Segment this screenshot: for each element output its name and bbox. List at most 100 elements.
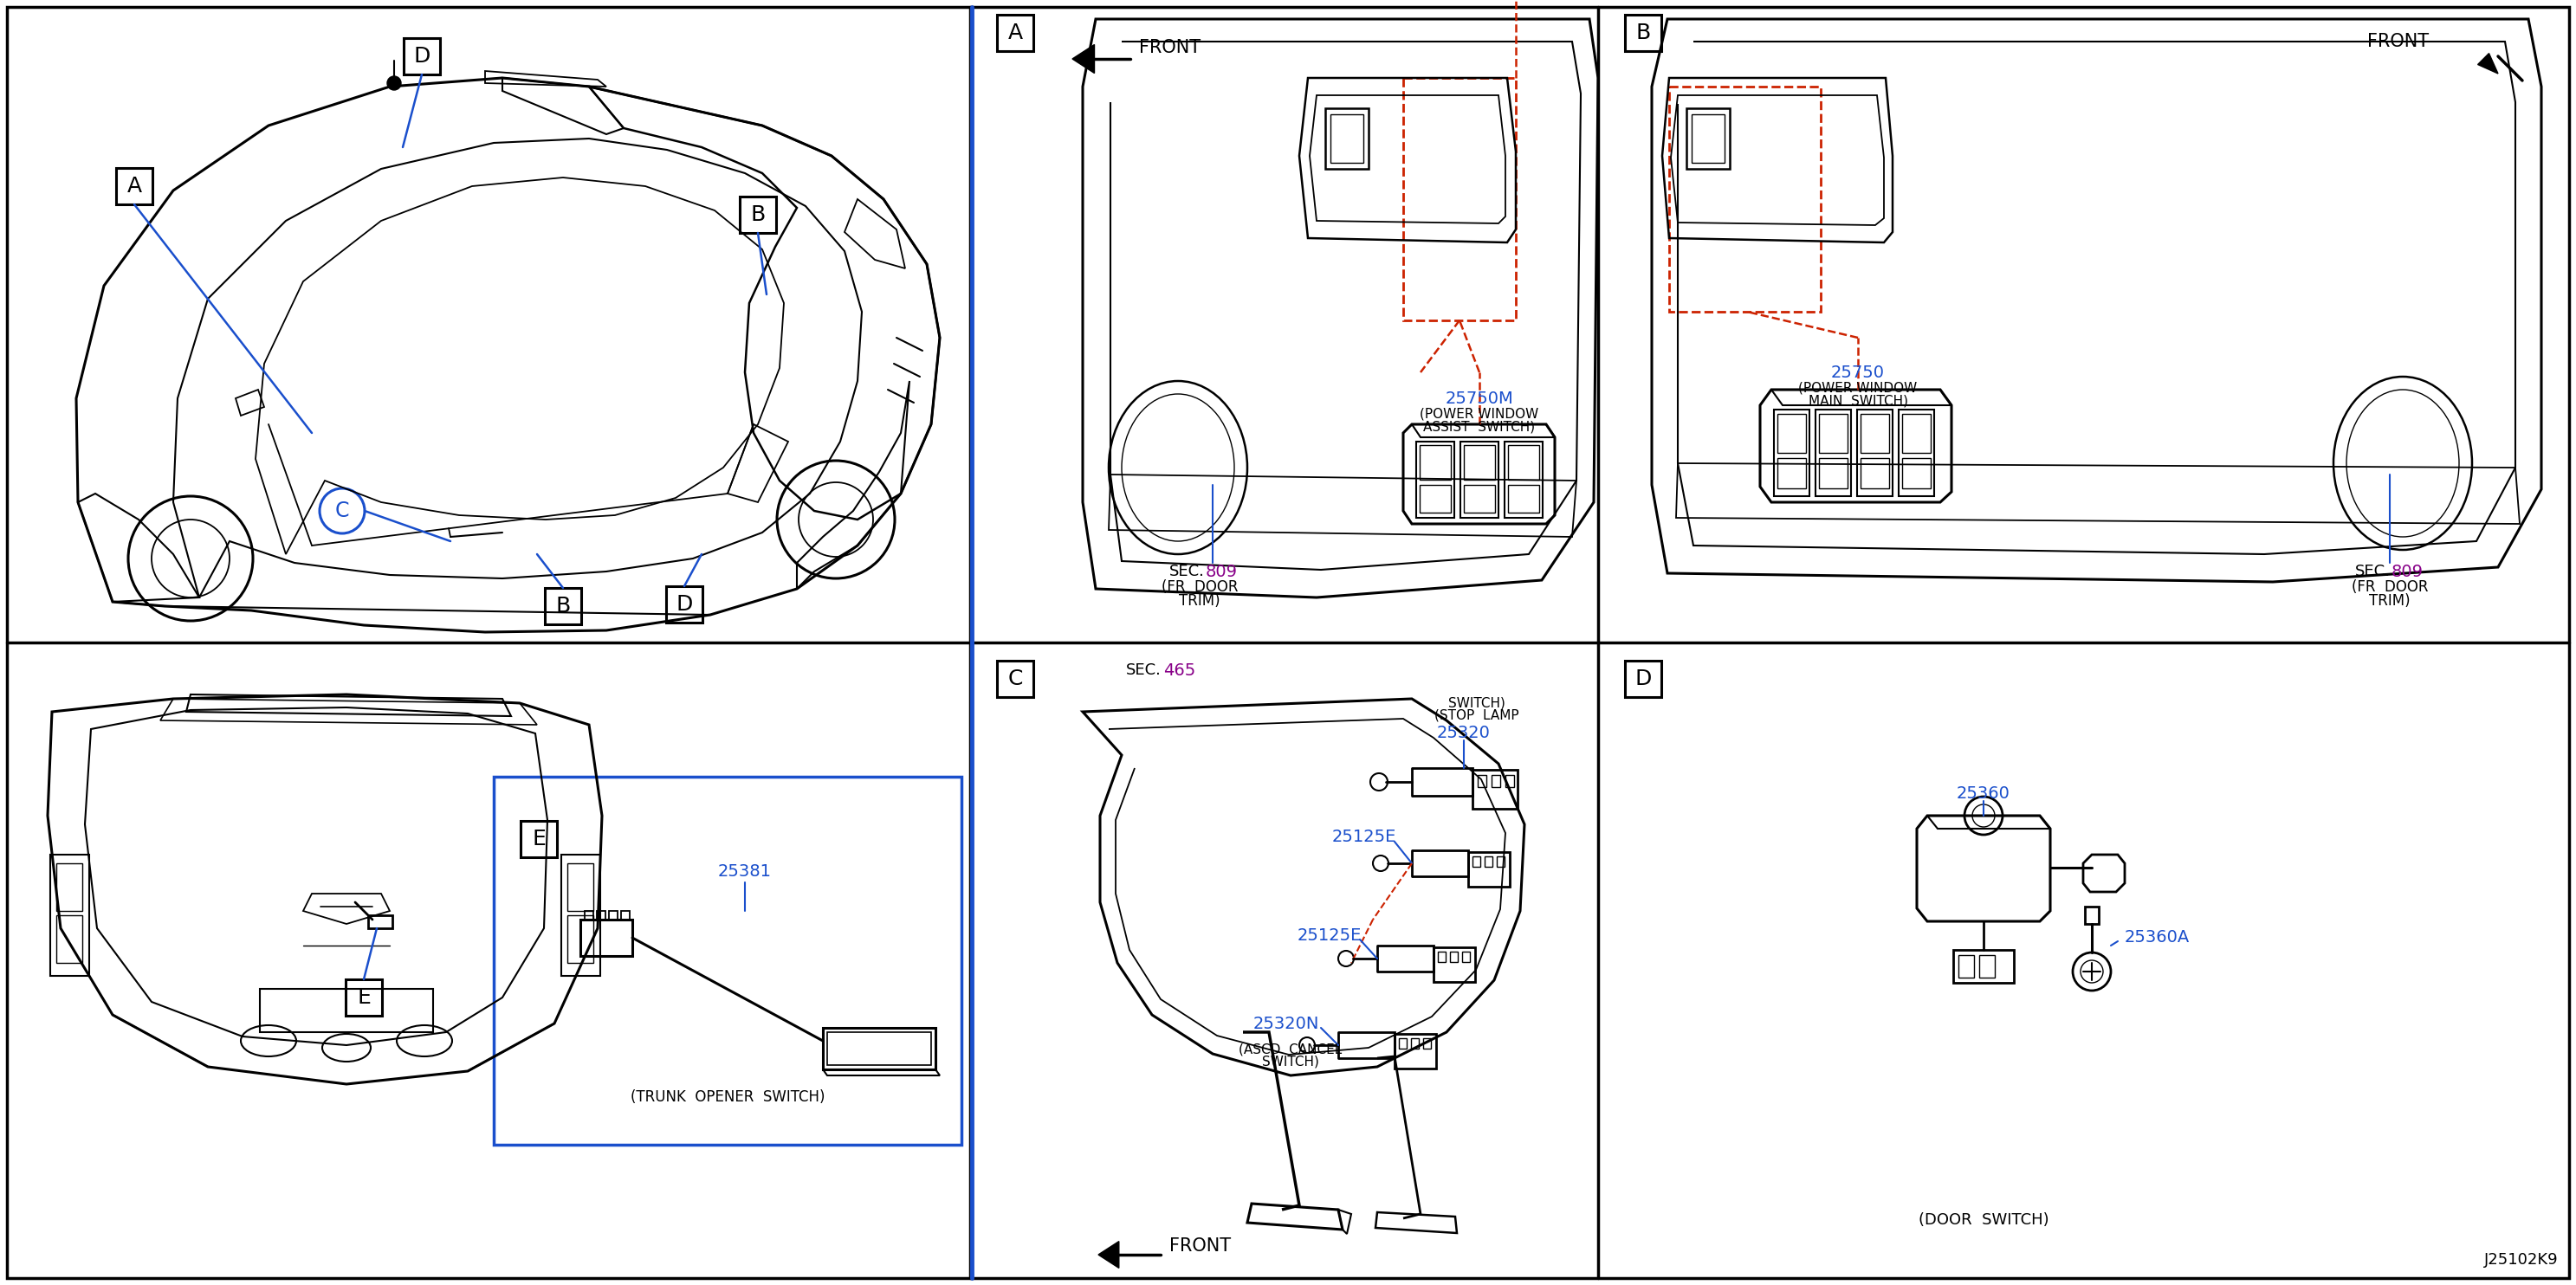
Text: FRONT: FRONT (2367, 33, 2429, 50)
Text: (TRUNK  OPENER  SWITCH): (TRUNK OPENER SWITCH) (631, 1090, 824, 1105)
Polygon shape (2478, 54, 2499, 73)
Bar (1819, 414, 1847, 452)
Bar (1484, 856, 1492, 867)
Bar (997, 14, 1033, 51)
Bar (404, 39, 440, 75)
Bar (52, 855, 90, 975)
Bar (1507, 445, 1540, 479)
Bar (1492, 775, 1499, 788)
Text: (STOP  LAMP: (STOP LAMP (1435, 709, 1520, 722)
Bar (1417, 442, 1455, 518)
Text: 25750M: 25750M (1445, 391, 1515, 406)
Bar (1625, 14, 1662, 51)
Text: 25750: 25750 (1832, 364, 1886, 380)
Text: (FR  DOOR: (FR DOOR (1162, 580, 1239, 595)
Text: SEC.: SEC. (2354, 564, 2391, 580)
Bar (562, 855, 600, 975)
Polygon shape (1097, 1241, 1118, 1268)
Text: 25320N: 25320N (1252, 1015, 1319, 1032)
Text: SEC.: SEC. (1170, 564, 1206, 580)
Text: 25320: 25320 (1437, 725, 1492, 741)
Bar (1625, 660, 1662, 696)
Text: B: B (1636, 23, 1651, 44)
Bar (1901, 457, 1929, 488)
Text: MAIN  SWITCH): MAIN SWITCH) (1808, 394, 1909, 407)
Bar (1463, 484, 1494, 513)
Circle shape (386, 76, 402, 90)
Bar (260, 989, 433, 1032)
Text: E: E (358, 987, 371, 1007)
Text: C: C (335, 500, 350, 522)
Bar (1479, 775, 1486, 788)
Text: B: B (556, 596, 569, 617)
Text: FRONT: FRONT (1170, 1237, 1231, 1254)
Bar (1687, 108, 1728, 168)
Bar (1978, 955, 1994, 978)
Bar (997, 660, 1033, 696)
Text: B: B (750, 204, 765, 225)
Text: D: D (1636, 668, 1651, 689)
Bar (1958, 955, 1973, 978)
Text: 25125E: 25125E (1298, 926, 1363, 943)
Bar (1329, 114, 1363, 163)
Bar (1504, 442, 1543, 518)
Bar (544, 589, 582, 625)
Text: (POWER WINDOW: (POWER WINDOW (1419, 407, 1538, 420)
Text: A: A (126, 176, 142, 197)
Bar (1463, 445, 1494, 479)
Bar (1777, 457, 1806, 488)
Bar (57, 864, 82, 911)
Bar (116, 168, 152, 204)
Text: 25381: 25381 (719, 864, 773, 880)
Bar (567, 864, 592, 911)
Text: (ASCD  CANCEL: (ASCD CANCEL (1239, 1043, 1342, 1056)
Text: FRONT: FRONT (1139, 39, 1200, 57)
Text: (POWER WINDOW: (POWER WINDOW (1798, 382, 1917, 394)
Bar (1473, 856, 1481, 867)
Text: D: D (675, 594, 693, 614)
Bar (1860, 457, 1888, 488)
Text: A: A (1007, 23, 1023, 44)
Bar (739, 197, 775, 233)
Bar (1324, 108, 1368, 168)
Text: C: C (1007, 668, 1023, 689)
Bar (1422, 1038, 1430, 1049)
Bar (580, 920, 631, 956)
Bar (1953, 950, 2014, 983)
Bar (1399, 1038, 1406, 1049)
Bar (1775, 410, 1808, 496)
Bar (520, 821, 556, 857)
Bar (1394, 1034, 1435, 1069)
Bar (1432, 947, 1476, 982)
Text: ASSIST  SWITCH): ASSIST SWITCH) (1425, 420, 1535, 433)
Bar (1507, 484, 1540, 513)
Bar (1819, 457, 1847, 488)
Bar (1419, 445, 1450, 479)
Bar (1901, 414, 1929, 452)
Bar (1816, 410, 1852, 496)
Text: E: E (531, 829, 546, 849)
Bar (1463, 952, 1471, 962)
Bar (345, 979, 381, 1015)
Bar (598, 911, 605, 920)
Text: (FR  DOOR: (FR DOOR (2352, 580, 2429, 595)
Text: 25360A: 25360A (2125, 929, 2190, 946)
Bar (1468, 852, 1510, 887)
Bar (1404, 78, 1515, 320)
Bar (1860, 414, 1888, 452)
Bar (1437, 952, 1445, 962)
Bar (1461, 442, 1499, 518)
Bar (608, 911, 618, 920)
Bar (1473, 770, 1517, 808)
Bar (1857, 410, 1893, 496)
Text: SWITCH): SWITCH) (1448, 696, 1504, 709)
Bar (1899, 410, 1935, 496)
Polygon shape (1072, 45, 1095, 73)
Bar (1504, 775, 1515, 788)
Bar (1669, 86, 1821, 312)
Text: D: D (412, 46, 430, 67)
Bar (822, 1028, 935, 1069)
Text: (DOOR  SWITCH): (DOOR SWITCH) (1919, 1212, 2048, 1228)
Text: TRIM): TRIM) (1180, 594, 1221, 609)
Bar (667, 586, 703, 623)
